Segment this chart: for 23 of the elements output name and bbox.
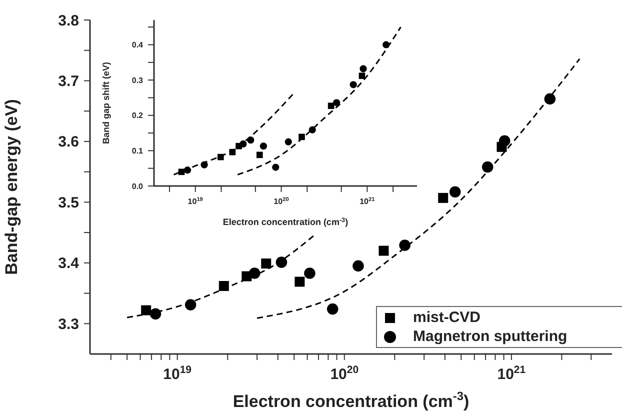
x-tick-label: 10$^{20}$ — [274, 197, 289, 206]
y-tick-label: 3.7 — [58, 72, 79, 90]
x-tick-label: 10$^{21}$ — [360, 197, 375, 206]
y-tick-label: 3.4 — [58, 255, 80, 272]
y-tick-label: 0.4 — [132, 40, 144, 50]
legend-label: mist-CVD — [413, 309, 481, 326]
x-tick-label: 10$^{21}$ — [497, 364, 526, 383]
x-axis-title: Electron concentration (cm$^{-3}$) — [222, 216, 348, 227]
y-axis-title: Band gap shift (eV) — [101, 62, 111, 144]
y-tick-label: 3.3 — [58, 316, 79, 333]
y-tick-label: 0.0 — [132, 182, 144, 191]
x-tick-label: 10$^{19}$ — [163, 364, 192, 383]
y-tick-label: 3.5 — [58, 194, 79, 212]
x-axis-title: Electron concentration (cm$^{-3}$) — [232, 389, 470, 411]
y-tick-label: 3.8 — [58, 12, 79, 30]
y-tick-label: 0.2 — [132, 111, 144, 120]
x-tick-label: 10$^{19}$ — [188, 197, 203, 206]
y-axis-title: Band-gap energy (eV) — [2, 99, 21, 275]
y-tick-label: 3.6 — [58, 134, 79, 151]
x-tick-label: 10$^{20}$ — [330, 364, 359, 383]
y-tick-label: 0.3 — [132, 76, 144, 85]
y-tick-label: 0.1 — [132, 146, 144, 156]
legend-label: Magnetron sputtering — [413, 328, 568, 345]
